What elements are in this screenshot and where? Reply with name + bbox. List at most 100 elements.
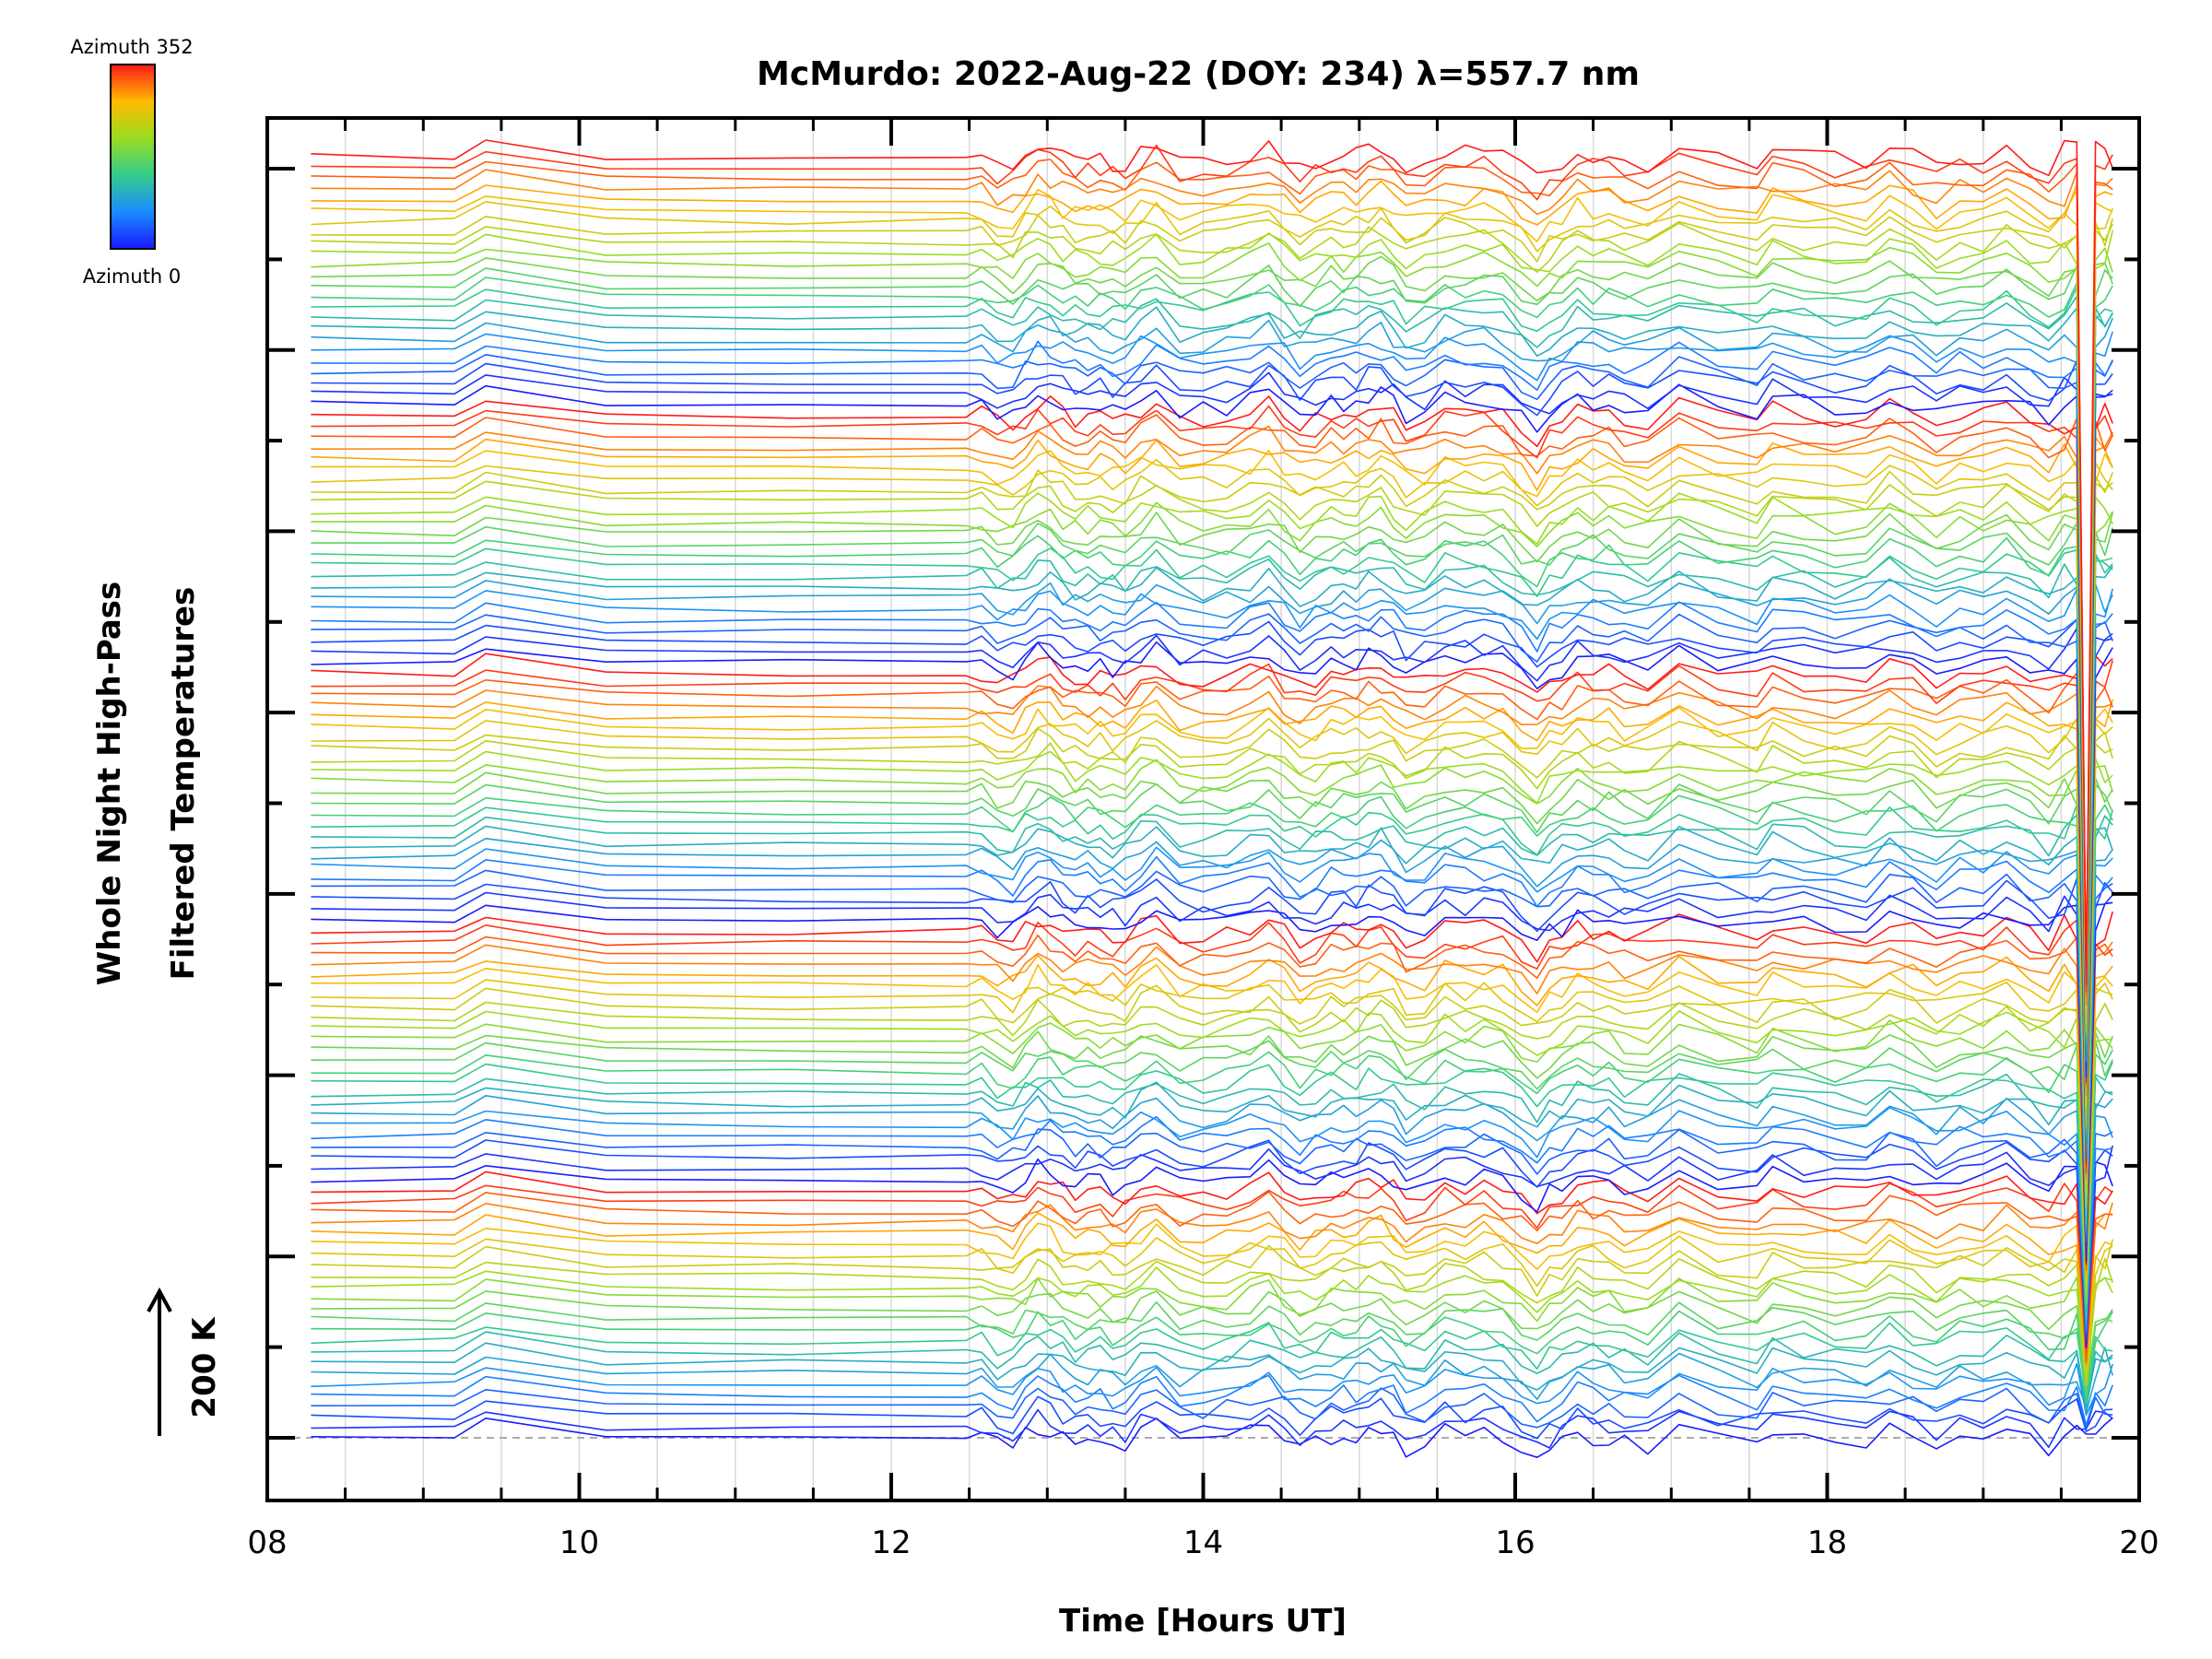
colorbar-top-label: Azimuth 352	[70, 36, 193, 58]
temperature-trace	[311, 1408, 2113, 1449]
temperature-trace	[311, 535, 2113, 1127]
temperature-trace	[311, 1019, 2113, 1303]
temperature-trace	[311, 641, 2113, 1160]
temperature-trace	[311, 242, 2113, 1033]
temperature-trace	[311, 1128, 2113, 1329]
x-tick-label: 16	[1495, 1524, 1535, 1561]
temperature-trace	[311, 414, 2113, 1088]
temperature-trace	[311, 984, 2113, 1282]
x-axis-label: Time [Hours UT]	[1059, 1603, 1347, 1640]
temperature-trace	[311, 727, 2113, 1199]
temperature-trace	[311, 458, 2113, 1102]
temperature-trace	[311, 1300, 2113, 1394]
temperature-trace	[311, 1115, 2113, 1335]
temperature-trace	[311, 180, 2113, 1001]
temperature-trace	[311, 1081, 2113, 1326]
temperature-trace	[311, 1061, 2113, 1319]
temperature-trace	[311, 685, 2113, 1179]
temperature-trace	[311, 188, 2113, 1010]
temperature-trace	[311, 1145, 2113, 1340]
temperature-trace	[311, 492, 2113, 1109]
temperature-trace	[311, 1202, 2113, 1365]
temperature-trace	[311, 287, 2113, 1042]
temperature-trace	[311, 1171, 2113, 1346]
temperature-trace	[311, 169, 2113, 1006]
temperature-trace	[311, 1095, 2113, 1324]
temperature-trace	[311, 1244, 2113, 1371]
x-tick-label: 20	[2119, 1524, 2159, 1561]
temperature-trace	[311, 750, 2113, 1205]
temperature-trace	[311, 1010, 2113, 1292]
temperature-trace	[311, 1191, 2113, 1363]
temperature-trace	[311, 437, 2113, 1097]
temperature-trace	[311, 911, 2113, 1265]
temperature-trace	[311, 660, 2113, 1172]
temperature-trace	[311, 425, 2113, 1097]
temperature-trace	[311, 1266, 2113, 1382]
temperature-trace	[311, 954, 2113, 1277]
x-tick-label: 18	[1807, 1524, 1847, 1561]
temperature-trace	[311, 1030, 2113, 1300]
temperature-trace	[311, 919, 2113, 1265]
y-axis-label-line-1: Whole Night High-Pass	[91, 582, 128, 986]
temperature-trace	[311, 255, 2113, 1029]
colorbar-legend: Azimuth 352 Azimuth 0	[70, 36, 193, 288]
temperature-trace	[311, 144, 2113, 993]
temperature-trace	[311, 794, 2113, 1217]
temperature-trace	[311, 804, 2113, 1225]
temperature-trace	[311, 578, 2113, 1147]
temperature-trace	[311, 522, 2113, 1129]
temperature-trace	[311, 837, 2113, 1233]
temperature-trace	[311, 1158, 2113, 1348]
temperature-trace	[311, 565, 2113, 1139]
temperature-trace	[311, 782, 2113, 1211]
temperature-trace	[311, 1276, 2113, 1386]
temperature-trace	[311, 1040, 2113, 1300]
temperature-trace	[311, 771, 2113, 1207]
temperature-trace	[311, 979, 2113, 1285]
temperature-trace	[311, 1417, 2113, 1458]
temperature-trace	[311, 855, 2113, 1242]
x-tick-labels: 08 10 12 14 16 18 20	[247, 1524, 2159, 1561]
x-tick-label: 10	[559, 1524, 599, 1561]
temperature-trace	[311, 405, 2113, 1082]
y-axis-label-line-2: Filtered Temperatures	[165, 587, 202, 981]
temperature-trace	[311, 1290, 2113, 1386]
temperature-trace	[311, 395, 2113, 1083]
chart-title: McMurdo: 2022-Aug-22 (DOY: 234) λ=557.7 …	[757, 55, 1640, 93]
temperature-trace	[311, 869, 2113, 1241]
temperature-traces	[311, 139, 2113, 1458]
plot-frame	[265, 116, 2141, 1502]
scale-arrow-head	[147, 1287, 172, 1312]
temperature-trace	[311, 469, 2113, 1110]
temperature-trace	[311, 276, 2113, 1032]
temperature-trace	[311, 846, 2113, 1235]
temperature-trace	[311, 717, 2113, 1194]
temperature-trace	[311, 706, 2113, 1186]
temperature-trace	[311, 1049, 2113, 1307]
temperature-trace	[311, 672, 2113, 1174]
temperature-trace	[311, 613, 2113, 1160]
colorbar	[110, 64, 156, 250]
temperature-trace	[311, 1139, 2113, 1341]
x-tick-label: 14	[1183, 1524, 1223, 1561]
temperature-trace	[311, 1235, 2113, 1371]
colorbar-bottom-label: Azimuth 0	[83, 265, 182, 288]
temperature-trace	[311, 295, 2113, 1047]
temperature-trace	[311, 1212, 2113, 1367]
temperature-trace	[311, 1222, 2113, 1367]
temperature-trace	[311, 306, 2113, 1054]
temperature-trace	[311, 1362, 2113, 1417]
temperature-trace	[311, 601, 2113, 1154]
scale-indicator: 200 K	[147, 1287, 223, 1436]
temperature-trace	[311, 627, 2113, 1160]
temperature-trace	[311, 557, 2113, 1138]
x-tick-label: 12	[871, 1524, 911, 1561]
temperature-trace	[311, 331, 2113, 1062]
temperature-trace	[311, 1342, 2113, 1414]
temperature-trace	[311, 759, 2113, 1208]
scale-label: 200 K	[186, 1316, 223, 1418]
temperature-trace	[311, 229, 2113, 1023]
temperature-trace	[311, 901, 2113, 1262]
temperature-trace	[311, 1352, 2113, 1408]
